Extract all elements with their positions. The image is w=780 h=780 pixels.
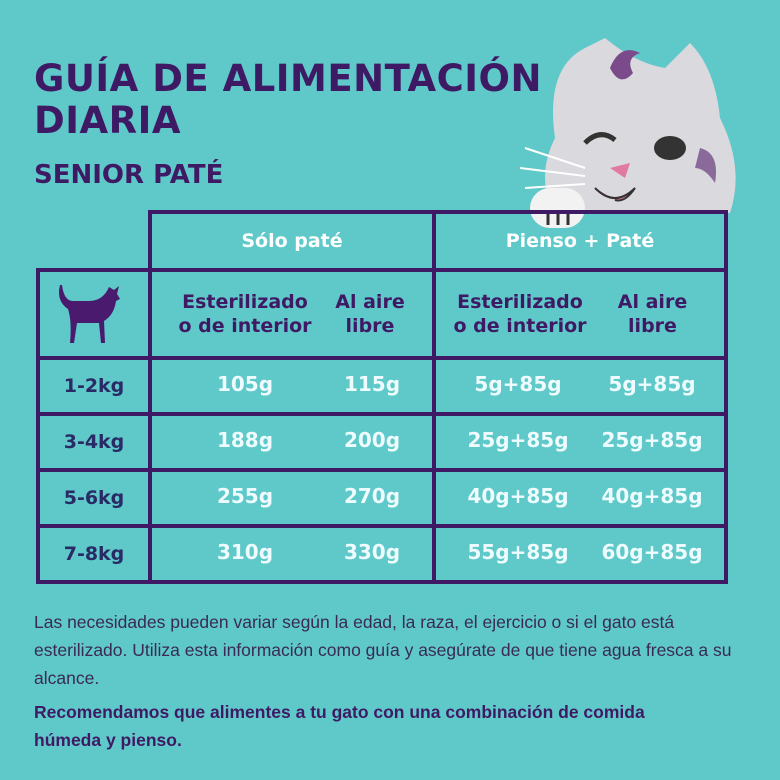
subheader-outdoor-1: Al aire libre: [335, 291, 405, 337]
table-value: 115g: [343, 372, 401, 396]
group-header-pienso-pate: Pienso + Paté: [432, 210, 728, 272]
title-line-2: DIARIA: [34, 99, 182, 142]
table-value: 25g+85g: [467, 428, 569, 452]
weight-cell: 1-2kg: [36, 356, 152, 416]
group-header-solo-pate: Sólo paté: [148, 210, 436, 272]
weight-cell: 5-6kg: [36, 468, 152, 528]
table-value: 55g+85g: [467, 540, 569, 564]
table-row-right: [432, 524, 728, 584]
table-value: 270g: [343, 484, 401, 508]
table-value: 310g: [216, 540, 274, 564]
subheader-sterilized-1: Esterilizado o de interior: [178, 291, 312, 337]
title-line-1: GUÍA DE ALIMENTACIÓN: [34, 57, 542, 100]
cat-illustration: [519, 38, 736, 228]
table-value: 5g+85g: [608, 372, 696, 396]
table-value: 200g: [343, 428, 401, 452]
subheader-outdoor-2: Al aire libre: [617, 291, 688, 337]
table-value: 40g+85g: [601, 484, 703, 508]
subheader-sterilized-2: Esterilizado o de interior: [453, 291, 587, 337]
weight-cell: 7-8kg: [36, 524, 152, 584]
table-value: 60g+85g: [601, 540, 703, 564]
page-title: GUÍA DE ALIMENTACIÓN DIARIA: [34, 58, 542, 142]
table-value: 40g+85g: [467, 484, 569, 508]
table-value: 330g: [343, 540, 401, 564]
weight-cell: 3-4kg: [36, 412, 152, 472]
cat-header-cell: [36, 268, 152, 360]
page-subtitle: SENIOR PATÉ: [34, 160, 224, 190]
table-value: 255g: [216, 484, 274, 508]
recommendation-text: Recomendamos que alimentes a tu gato con…: [34, 702, 645, 750]
table-value: 105g: [216, 372, 274, 396]
table-value: 5g+85g: [474, 372, 562, 396]
table-value: 188g: [216, 428, 274, 452]
cat-silhouette-icon: [59, 285, 120, 343]
table-value: 25g+85g: [601, 428, 703, 452]
note-text: Las necesidades pueden variar según la e…: [34, 612, 732, 688]
